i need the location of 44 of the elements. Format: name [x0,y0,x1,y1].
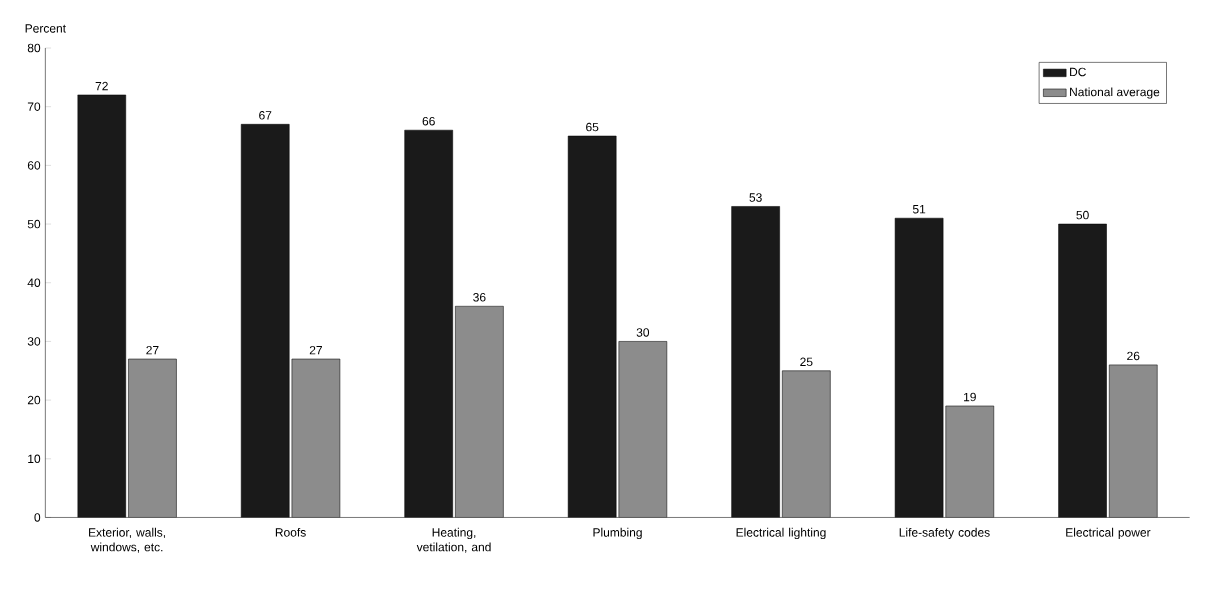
data-label: 26 [1127,351,1140,361]
x-tick-label: Exterior, walls, windows, etc. [89,527,166,553]
x-tick-label: Roofs [275,527,306,537]
bar [404,130,453,518]
data-label: 66 [422,116,435,126]
data-label: 72 [95,81,108,91]
bar [241,124,290,518]
y-tick-label: 10 [28,454,41,463]
legend-label: National average [1070,87,1160,99]
data-label: 19 [964,392,976,402]
data-label: 27 [146,345,159,355]
bar [731,206,780,518]
x-tick-label: Plumbing [593,527,642,539]
bar [782,370,831,518]
bar [128,358,177,518]
data-label: 53 [749,193,762,202]
data-label: 67 [259,111,272,120]
x-tick-label: Life-safety codes [899,527,990,539]
legend-label: DC [1070,67,1086,77]
bar [895,218,944,518]
data-label: 65 [586,122,599,132]
data-label: 25 [800,357,813,366]
data-label: 30 [636,328,650,337]
y-tick-label: 30 [27,337,41,346]
y-tick-label: 80 [27,43,41,53]
y-tick-label: 70 [27,102,41,111]
x-tick-label: Electrical lighting [736,527,826,539]
y-tick-label: 0 [34,513,41,522]
bar [1058,223,1107,518]
x-tick-label: Heating, vetilation, and [416,527,491,553]
data-label: 36 [473,292,486,302]
y-tick-label: 40 [27,278,41,287]
data-label: 50 [1076,210,1089,220]
y-tick-label: 60 [27,161,41,170]
y-tick-label: 50 [27,219,41,229]
data-label: 27 [309,345,322,355]
x-tick-label: Electrical power [1066,527,1151,539]
bar [1108,364,1158,518]
y-axis-title: Percent [25,24,66,33]
bar [77,94,126,518]
y-tick-label: 20 [27,395,41,405]
bar [568,135,617,518]
bar [455,305,504,518]
data-label: 51 [912,205,926,214]
